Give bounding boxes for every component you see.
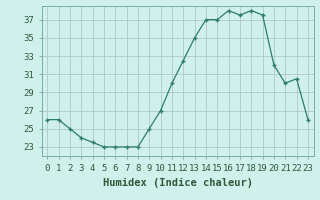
X-axis label: Humidex (Indice chaleur): Humidex (Indice chaleur) — [103, 178, 252, 188]
